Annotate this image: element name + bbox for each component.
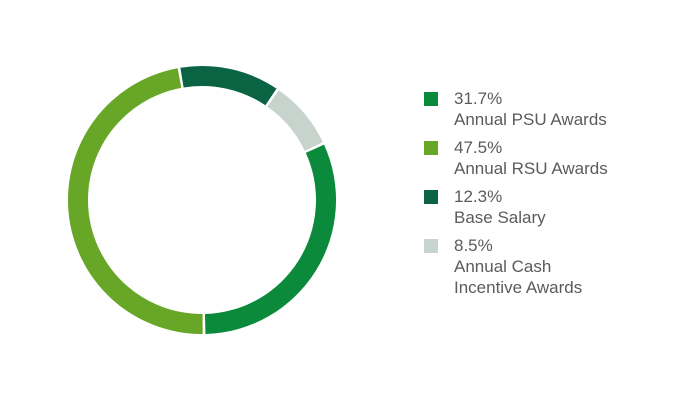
- legend-swatch-cash-incentive: [424, 239, 438, 253]
- legend-label-base-salary: Base Salary: [454, 208, 546, 227]
- donut-chart: [68, 66, 337, 335]
- chart-legend: 31.7% Annual PSU Awards 47.5% Annual RSU…: [424, 88, 684, 305]
- legend-item-rsu: 47.5% Annual RSU Awards: [424, 137, 684, 179]
- donut-slice-psu: [204, 144, 337, 334]
- donut-slice-base-salary: [180, 66, 277, 106]
- legend-item-base-salary: 12.3% Base Salary: [424, 186, 684, 228]
- legend-value-cash-incentive: 8.5%: [454, 236, 493, 255]
- legend-label-psu: Annual PSU Awards: [454, 110, 607, 129]
- legend-value-base-salary: 12.3%: [454, 187, 503, 206]
- legend-item-cash-incentive: 8.5% Annual Cash Incentive Awards: [424, 235, 684, 298]
- legend-swatch-rsu: [424, 141, 438, 155]
- legend-swatch-base-salary: [424, 190, 438, 204]
- donut-slice-cash-incentive: [267, 90, 323, 151]
- legend-swatch-psu: [424, 92, 438, 106]
- legend-label-rsu: Annual RSU Awards: [454, 159, 608, 178]
- legend-item-psu: 31.7% Annual PSU Awards: [424, 88, 684, 130]
- legend-value-rsu: 47.5%: [454, 138, 503, 157]
- donut-slice-rsu: [68, 68, 203, 335]
- legend-label-cash-incentive: Annual Cash Incentive Awards: [454, 257, 583, 297]
- legend-value-psu: 31.7%: [454, 89, 503, 108]
